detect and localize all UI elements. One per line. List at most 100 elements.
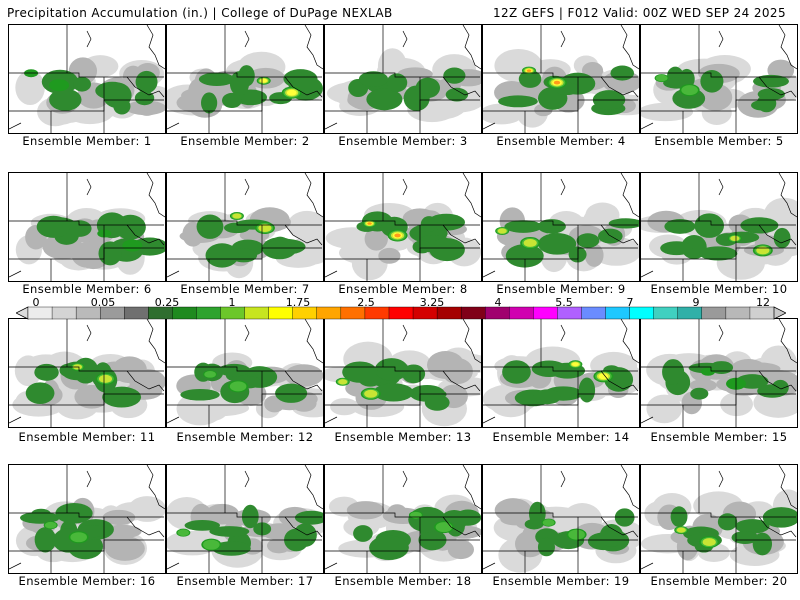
ensemble-member-map bbox=[166, 24, 324, 134]
ensemble-member-map bbox=[324, 172, 482, 282]
precip-field bbox=[328, 494, 481, 562]
model-run-info: 12Z GEFS | F012 Valid: 00Z WED SEP 24 20… bbox=[492, 6, 786, 20]
member-label: Ensemble Member: 10 bbox=[650, 282, 788, 296]
state-boundaries bbox=[325, 25, 481, 133]
colorbar-swatch bbox=[316, 306, 342, 320]
colorbar-tick-label: 7 bbox=[626, 296, 634, 309]
state-boundaries bbox=[167, 465, 323, 573]
colorbar-tick-label: 5.5 bbox=[555, 296, 573, 309]
state-boundaries bbox=[167, 319, 323, 427]
precip-field bbox=[641, 489, 797, 567]
ensemble-member-map bbox=[8, 464, 166, 574]
colorbar-tick-label: 9 bbox=[692, 296, 700, 309]
member-label: Ensemble Member: 14 bbox=[492, 430, 630, 444]
state-boundaries bbox=[483, 173, 639, 281]
ensemble-member-map bbox=[324, 318, 482, 428]
ensemble-member-map bbox=[482, 318, 640, 428]
colorbar-swatch bbox=[581, 306, 607, 320]
state-boundaries bbox=[483, 465, 639, 573]
state-boundaries bbox=[9, 173, 165, 281]
ensemble-member-map bbox=[166, 318, 324, 428]
colorbar-swatch bbox=[51, 306, 77, 320]
state-boundaries bbox=[325, 465, 481, 573]
member-label: Ensemble Member: 18 bbox=[334, 574, 472, 588]
colorbar-swatch bbox=[509, 306, 534, 320]
state-boundaries bbox=[483, 319, 639, 427]
colorbar-swatch bbox=[244, 306, 270, 320]
state-boundaries bbox=[641, 25, 797, 133]
ensemble-member-map bbox=[640, 172, 798, 282]
colorbar-tick-label: 4 bbox=[494, 296, 502, 309]
member-label: Ensemble Member: 13 bbox=[334, 430, 472, 444]
ensemble-member-map bbox=[166, 464, 324, 574]
precip-field bbox=[641, 55, 797, 125]
member-label: Ensemble Member: 12 bbox=[176, 430, 314, 444]
colorbar-max-arrow bbox=[773, 306, 786, 320]
state-boundaries bbox=[641, 465, 797, 573]
precip-field bbox=[326, 48, 481, 123]
ensemble-member-map bbox=[324, 464, 482, 574]
precip-field bbox=[176, 352, 323, 426]
precip-field bbox=[15, 496, 165, 565]
state-boundaries bbox=[325, 173, 481, 281]
member-label: Ensemble Member: 16 bbox=[18, 574, 156, 588]
member-label: Ensemble Member: 20 bbox=[650, 574, 788, 588]
colorbar-tick-label: 1.75 bbox=[285, 296, 311, 309]
ensemble-member-map bbox=[640, 318, 798, 428]
member-label: Ensemble Member: 4 bbox=[496, 134, 626, 148]
colorbar-tick-label: 12 bbox=[756, 296, 770, 309]
colorbar-swatch bbox=[653, 306, 679, 320]
ensemble-member-map bbox=[8, 24, 166, 134]
precip-colorbar bbox=[16, 306, 786, 320]
member-label: Ensemble Member: 11 bbox=[18, 430, 156, 444]
colorbar-swatch bbox=[701, 306, 727, 320]
state-boundaries bbox=[641, 173, 797, 281]
precip-field bbox=[167, 51, 323, 118]
colorbar-swatch bbox=[725, 306, 751, 320]
colorbar-swatch bbox=[460, 306, 486, 320]
colorbar-tick-label: 3.25 bbox=[419, 296, 445, 309]
precip-field bbox=[495, 202, 639, 273]
ensemble-member-map bbox=[482, 24, 640, 134]
ensemble-member-map bbox=[640, 464, 798, 574]
state-boundaries bbox=[641, 319, 797, 427]
product-title: Precipitation Accumulation (in.) | Colle… bbox=[7, 6, 393, 20]
precip-field bbox=[325, 341, 481, 427]
member-label: Ensemble Member: 6 bbox=[22, 282, 152, 296]
state-boundaries bbox=[9, 465, 165, 573]
member-label: Ensemble Member: 15 bbox=[650, 430, 788, 444]
precip-field bbox=[646, 345, 797, 424]
colorbar-swatch bbox=[533, 306, 558, 320]
ensemble-member-map bbox=[324, 24, 482, 134]
colorbar-swatch bbox=[196, 306, 222, 320]
state-boundaries bbox=[325, 319, 481, 427]
precip-field bbox=[325, 202, 481, 281]
colorbar-min-arrow bbox=[16, 306, 29, 320]
member-label: Ensemble Member: 7 bbox=[180, 282, 310, 296]
ensemble-member-map bbox=[640, 24, 798, 134]
colorbar-swatch bbox=[124, 306, 149, 320]
precip-field bbox=[15, 55, 165, 127]
precip-field bbox=[15, 207, 165, 275]
ensemble-member-map bbox=[8, 172, 166, 282]
ensemble-member-map bbox=[166, 172, 324, 282]
member-label: Ensemble Member: 17 bbox=[176, 574, 314, 588]
member-label: Ensemble Member: 1 bbox=[22, 134, 152, 148]
state-boundaries bbox=[167, 25, 323, 133]
colorbar-tick-label: 1 bbox=[228, 296, 236, 309]
ensemble-member-map bbox=[482, 464, 640, 574]
colorbar-tick-label: 0.05 bbox=[90, 296, 116, 309]
state-boundaries bbox=[483, 25, 639, 133]
precip-field bbox=[483, 346, 639, 418]
member-label: Ensemble Member: 9 bbox=[496, 282, 626, 296]
colorbar-tick-label: 0.25 bbox=[154, 296, 180, 309]
member-label: Ensemble Member: 3 bbox=[338, 134, 468, 148]
state-boundaries bbox=[9, 319, 165, 427]
state-boundaries bbox=[9, 25, 165, 133]
state-boundaries bbox=[167, 173, 323, 281]
member-label: Ensemble Member: 19 bbox=[492, 574, 630, 588]
precip-field bbox=[167, 496, 323, 568]
colorbar-tick-label: 0 bbox=[32, 296, 40, 309]
precip-field bbox=[12, 351, 165, 420]
member-label: Ensemble Member: 8 bbox=[338, 282, 468, 296]
